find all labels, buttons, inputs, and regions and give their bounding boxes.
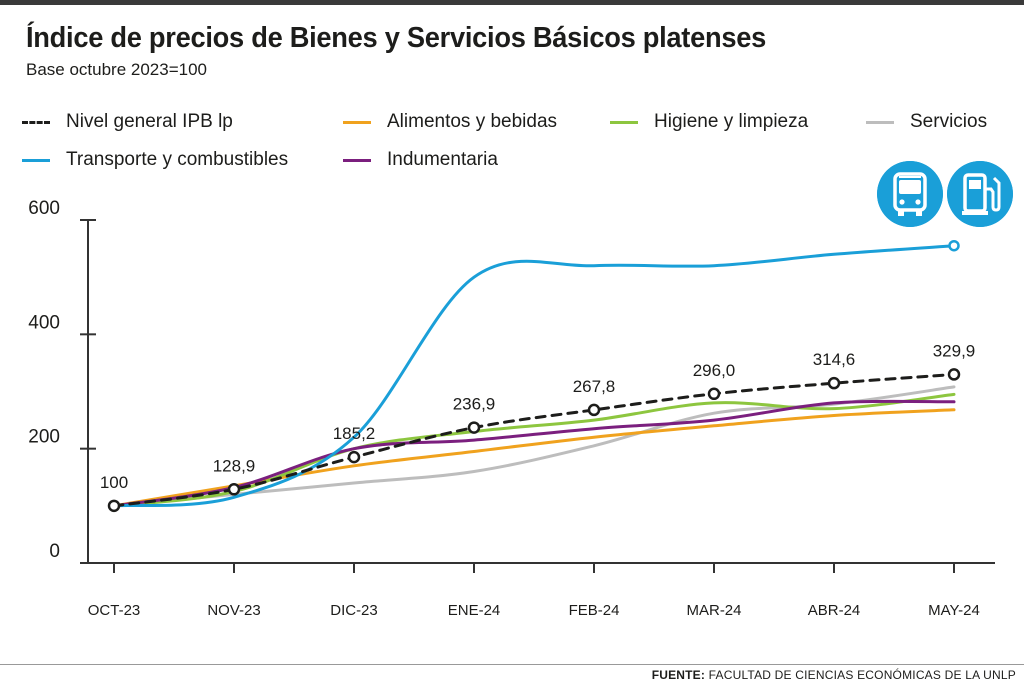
- y-axis-ticks: 0 200 400 600: [28, 198, 96, 564]
- x-tick-label: OCT-23: [88, 602, 141, 619]
- y-tick-label: 600: [28, 198, 60, 219]
- x-tick-label: NOV-23: [207, 602, 260, 619]
- series-line-4: [112, 244, 956, 508]
- legend-swatch: [343, 158, 371, 162]
- x-tick-label: DIC-23: [330, 602, 378, 619]
- data-label: 296,0: [693, 361, 736, 380]
- data-point: [347, 450, 361, 464]
- x-axis-ticks: OCT-23 NOV-23 DIC-23 ENE-24 FEB-24 MAR-24 ABR-…: [88, 563, 980, 619]
- y-tick-label: 400: [28, 312, 60, 333]
- legend-label: Alimentos y bebidas: [387, 111, 558, 132]
- legend-item-alimentos[interactable]: Alimentos y bebidas: [343, 111, 557, 133]
- chart-subtitle: Base octubre 2023=100: [26, 60, 208, 79]
- series-line-0: [112, 372, 956, 508]
- top-rule: [0, 0, 1024, 5]
- series-lines: [112, 244, 956, 508]
- legend-item-higiene[interactable]: Higiene y limpieza: [610, 111, 808, 133]
- series-line-5: [112, 399, 956, 508]
- legend-item-indumentaria[interactable]: Indumentaria: [343, 149, 498, 171]
- data-label: 185,2: [333, 424, 376, 443]
- x-tick-label: MAY-24: [928, 602, 980, 619]
- legend-label: Higiene y limpieza: [654, 111, 809, 132]
- legend-swatch: [610, 120, 638, 124]
- data-point: [227, 483, 241, 496]
- x-tick-label: MAR-24: [686, 602, 741, 619]
- series-markers: [107, 239, 961, 513]
- chart-title: Índice de precios de Bienes y Servicios …: [26, 22, 766, 54]
- y-tick-label: 0: [49, 541, 60, 562]
- series-end-point: [948, 239, 960, 252]
- transport-icons: [877, 161, 1013, 227]
- y-tick-label: 200: [28, 427, 60, 448]
- bus-icon: [877, 161, 943, 227]
- legend-label: Nivel general IPB lp: [66, 111, 233, 132]
- data-label: 314,6: [813, 350, 856, 369]
- data-point: [467, 421, 481, 434]
- data-labels: 100 128,9 185,2 236,9 267,8 296,0 314,6 329,9: [100, 341, 975, 491]
- data-point: [587, 403, 601, 417]
- legend-swatch: [866, 120, 894, 124]
- data-label: 100: [100, 473, 128, 492]
- legend-item-servicios[interactable]: Servicios: [866, 111, 987, 133]
- data-point: [707, 387, 721, 401]
- legend-item-transporte[interactable]: Transporte y combustibles: [22, 149, 288, 171]
- data-label: 329,9: [933, 341, 976, 360]
- data-label: 267,8: [573, 377, 616, 396]
- legend-swatch: [343, 120, 371, 124]
- series-line-2: [112, 392, 956, 508]
- data-point: [947, 368, 961, 381]
- data-point: [827, 376, 841, 390]
- data-label: 236,9: [453, 395, 496, 414]
- source-text: FACULTAD DE CIENCIAS ECONÓMICAS DE LA UN…: [708, 668, 1016, 682]
- x-tick-label: ENE-24: [448, 602, 501, 619]
- data-label: 128,9: [213, 456, 256, 475]
- legend-label: Servicios: [910, 111, 988, 132]
- source-label: FUENTE:: [651, 668, 706, 682]
- fuel-pump-icon: [947, 161, 1013, 227]
- axes: [87, 220, 995, 564]
- legend-item-nivel-general[interactable]: Nivel general IPB lp: [22, 111, 233, 133]
- source-note: FUENTE: FACULTAD DE CIENCIAS ECONÓMICAS …: [652, 668, 1016, 682]
- data-point: [107, 499, 121, 513]
- x-tick-label: FEB-24: [569, 602, 620, 619]
- legend-swatch: [22, 120, 50, 124]
- bottom-rule: [0, 664, 1024, 665]
- x-tick-label: ABR-24: [808, 602, 861, 619]
- legend-label: Transporte y combustibles: [66, 149, 289, 170]
- legend-label: Indumentaria: [387, 149, 498, 170]
- legend-swatch: [22, 158, 50, 162]
